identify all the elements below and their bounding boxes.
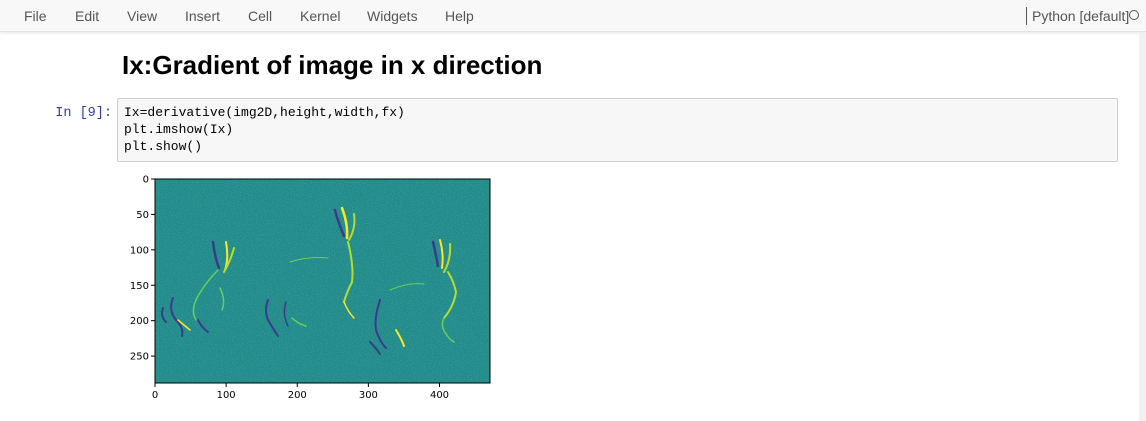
menu-kernel[interactable]: Kernel [300, 8, 341, 24]
kernel-name[interactable]: Python [default] [1032, 8, 1130, 24]
menu-file[interactable]: File [24, 8, 47, 24]
x-tick-label: 200 [288, 390, 307, 401]
menu-edit[interactable]: Edit [75, 8, 100, 24]
markdown-heading: Ix:Gradient of image in x direction [122, 50, 543, 80]
code-line: Ix=derivative(img2D,height,width,fx) [124, 105, 405, 120]
menu-insert[interactable]: Insert [185, 8, 221, 24]
menu-help[interactable]: Help [445, 8, 474, 24]
kernel-divider [1026, 7, 1027, 25]
code-cell[interactable]: Ix=derivative(img2D,height,width,fx) plt… [117, 98, 1118, 162]
menu-cell[interactable]: Cell [248, 8, 273, 24]
y-tick-label: 150 [130, 281, 149, 292]
menu-widgets[interactable]: Widgets [367, 8, 418, 24]
y-tick-label: 200 [130, 316, 149, 327]
menubar: File Edit View Insert Cell Kernel Widget… [0, 0, 1146, 32]
code-line: plt.imshow(Ix) [124, 122, 234, 137]
x-tick-label: 100 [217, 390, 236, 401]
menu-view[interactable]: View [127, 8, 158, 24]
gradient-image [155, 179, 490, 383]
y-tick-label: 0 [143, 175, 149, 186]
cell-prompt: In [9]: [55, 106, 112, 121]
x-tick-label: 0 [152, 390, 158, 401]
kernel-idle-icon [1129, 10, 1139, 20]
rabbit-middle [265, 206, 356, 337]
x-tick-label: 300 [359, 390, 378, 401]
x-axis: 0 100 200 300 400 [152, 383, 449, 401]
image-texture [155, 179, 490, 383]
y-tick-label: 250 [130, 352, 149, 363]
rabbit-left [161, 240, 235, 337]
y-axis: 0 50 100 150 200 250 [130, 175, 155, 363]
output-plot: 0 100 200 300 400 0 50 100 150 200 250 [130, 175, 491, 401]
scrollbar[interactable] [1139, 33, 1146, 421]
x-tick-label: 400 [430, 390, 449, 401]
y-tick-label: 100 [130, 245, 149, 256]
image-frame [154, 178, 491, 384]
code-line: plt.show() [124, 139, 203, 154]
y-tick-label: 50 [136, 210, 149, 221]
rabbit-right [369, 239, 458, 355]
